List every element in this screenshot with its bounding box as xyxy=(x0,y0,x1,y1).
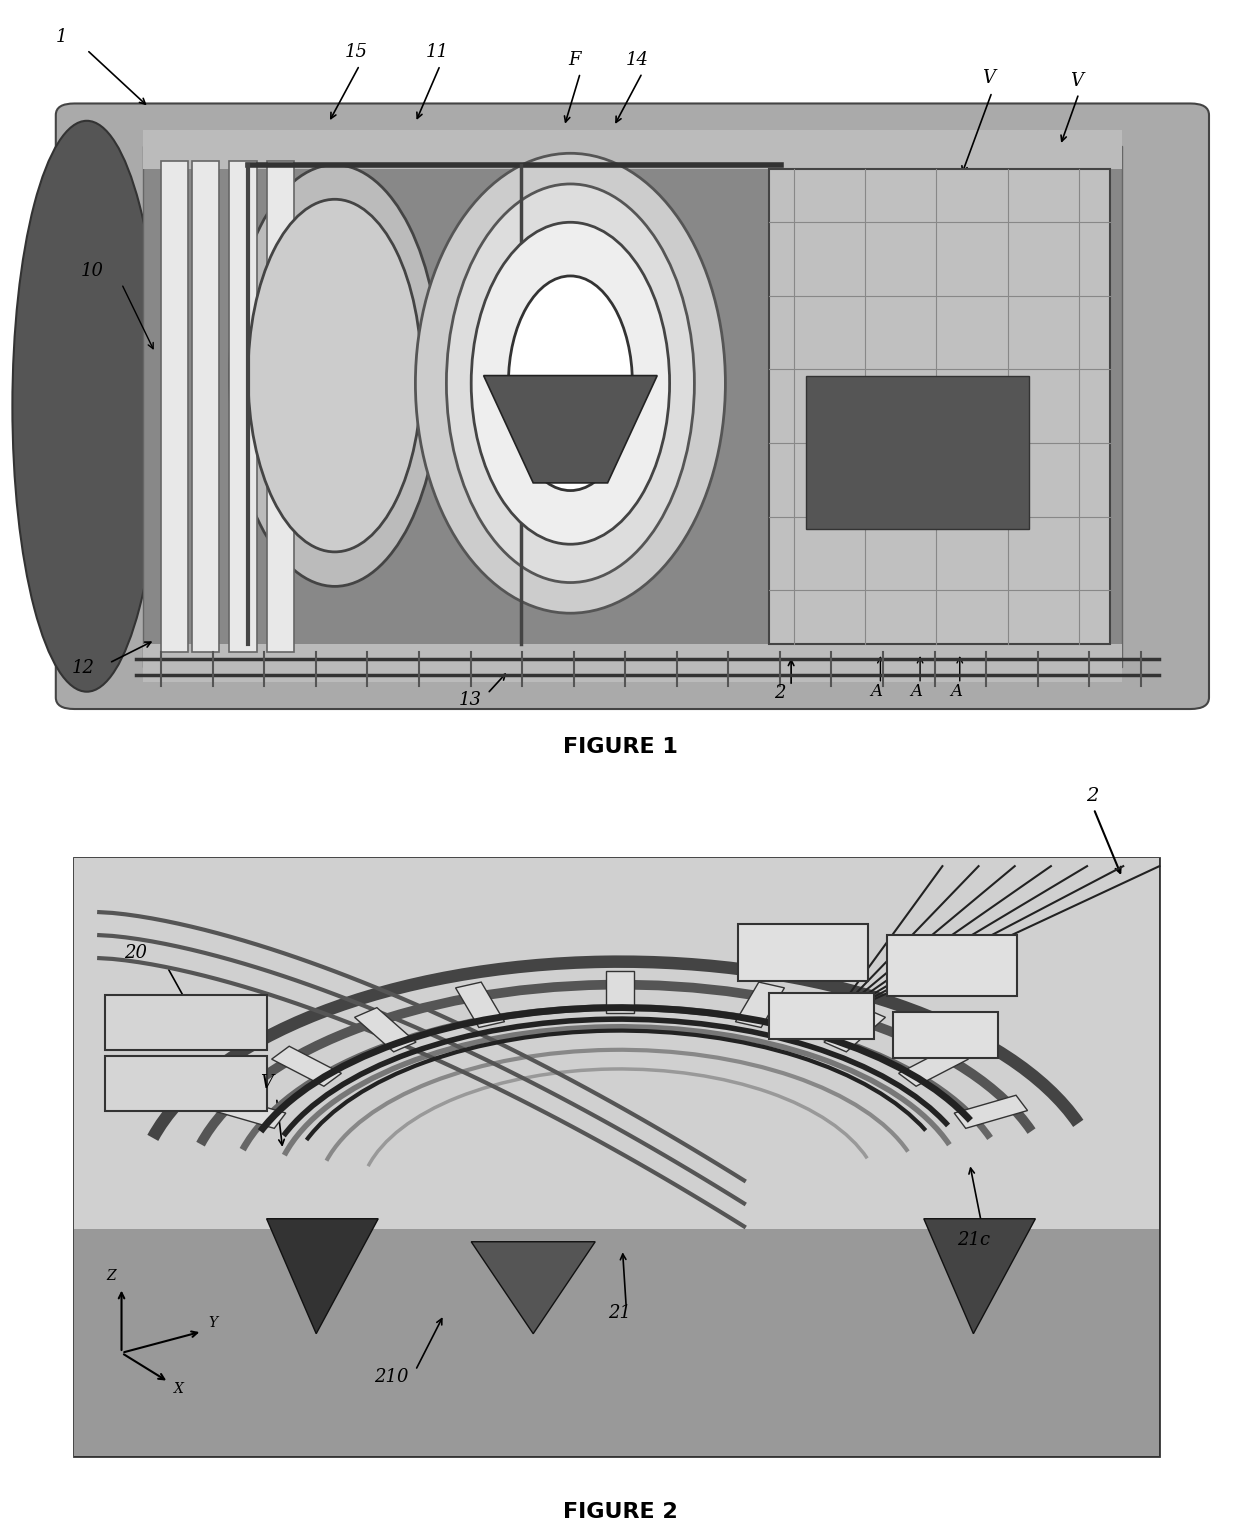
Polygon shape xyxy=(955,1095,1028,1128)
Ellipse shape xyxy=(12,121,161,691)
Text: 21c: 21c xyxy=(957,1231,991,1249)
Ellipse shape xyxy=(446,184,694,583)
FancyBboxPatch shape xyxy=(267,161,294,652)
Text: X: X xyxy=(174,1381,184,1395)
Text: FIGURE 1: FIGURE 1 xyxy=(563,737,677,757)
FancyBboxPatch shape xyxy=(192,161,219,652)
FancyBboxPatch shape xyxy=(105,995,267,1050)
Ellipse shape xyxy=(415,153,725,613)
FancyBboxPatch shape xyxy=(56,104,1209,708)
Text: FIGURE 2: FIGURE 2 xyxy=(563,1501,677,1522)
Text: V: V xyxy=(982,69,994,87)
Text: 21: 21 xyxy=(608,1305,631,1323)
FancyBboxPatch shape xyxy=(806,376,1029,529)
FancyBboxPatch shape xyxy=(769,169,1110,644)
Text: F: F xyxy=(568,51,580,69)
Ellipse shape xyxy=(471,222,670,544)
Polygon shape xyxy=(355,1007,417,1052)
Text: Y: Y xyxy=(208,1315,217,1329)
Polygon shape xyxy=(823,1007,885,1052)
FancyBboxPatch shape xyxy=(161,161,188,652)
Text: A: A xyxy=(910,684,923,701)
Text: 20: 20 xyxy=(124,944,148,963)
FancyBboxPatch shape xyxy=(143,644,1122,682)
Text: V: V xyxy=(260,1075,273,1093)
Text: A: A xyxy=(950,684,962,701)
FancyBboxPatch shape xyxy=(74,858,1159,1229)
FancyBboxPatch shape xyxy=(105,1056,267,1111)
FancyBboxPatch shape xyxy=(143,130,1122,169)
Polygon shape xyxy=(471,1242,595,1334)
Text: 15: 15 xyxy=(345,43,368,61)
Ellipse shape xyxy=(248,199,422,552)
FancyBboxPatch shape xyxy=(143,146,1122,667)
Text: 210: 210 xyxy=(374,1367,409,1386)
Text: 1: 1 xyxy=(56,28,67,46)
Polygon shape xyxy=(484,376,657,483)
FancyBboxPatch shape xyxy=(738,923,868,981)
Text: 14: 14 xyxy=(626,51,650,69)
Text: 2: 2 xyxy=(1086,786,1099,805)
Text: 11: 11 xyxy=(425,43,449,61)
Ellipse shape xyxy=(229,166,440,587)
Text: 13: 13 xyxy=(459,691,482,710)
Polygon shape xyxy=(455,983,505,1027)
Text: 10: 10 xyxy=(81,262,104,281)
Text: Z: Z xyxy=(107,1269,117,1283)
Text: 12: 12 xyxy=(72,659,95,678)
Polygon shape xyxy=(924,1219,1035,1334)
Polygon shape xyxy=(267,1219,378,1334)
Ellipse shape xyxy=(508,276,632,491)
Text: 2: 2 xyxy=(774,684,785,702)
Polygon shape xyxy=(899,1046,968,1087)
Text: A: A xyxy=(870,684,883,701)
Polygon shape xyxy=(606,972,634,1013)
FancyBboxPatch shape xyxy=(769,993,874,1039)
FancyBboxPatch shape xyxy=(74,1229,1159,1456)
FancyBboxPatch shape xyxy=(74,858,1159,1456)
Polygon shape xyxy=(212,1095,285,1128)
Polygon shape xyxy=(735,983,785,1027)
FancyBboxPatch shape xyxy=(887,935,1017,996)
FancyBboxPatch shape xyxy=(229,161,257,652)
Text: V: V xyxy=(1070,72,1083,90)
Polygon shape xyxy=(272,1046,341,1087)
FancyBboxPatch shape xyxy=(893,1012,998,1058)
